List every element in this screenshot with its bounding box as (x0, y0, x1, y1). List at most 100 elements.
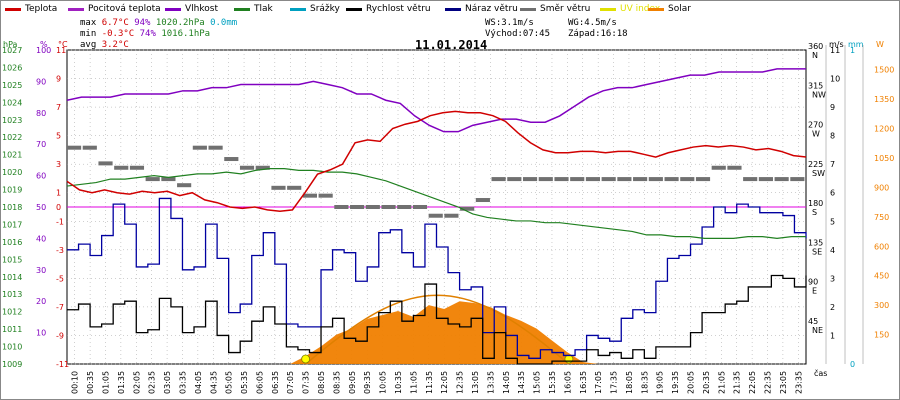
pressure-tick: 1026 (2, 63, 22, 72)
pressure-tick: 1014 (2, 273, 22, 282)
humidity-tick: 90 (36, 77, 46, 86)
x-tick-label: 14:35 (517, 371, 526, 394)
temperature-tick: 0 (56, 203, 61, 212)
pressure-tick: 1009 (2, 360, 22, 369)
pressure-tick: 1010 (2, 343, 22, 352)
stats-max-row: max 6.7°C 94% 1020.2hPa 0.0mm (80, 18, 237, 28)
solar-tick: 900 (874, 183, 889, 192)
wind-dir-tick: 45 (808, 317, 818, 326)
legend-swatch (445, 7, 461, 11)
x-tick-label: 06:35 (271, 371, 280, 394)
gust-series (67, 197, 807, 359)
min-pressure: 1016.1hPa (161, 29, 211, 39)
wind-speed-tick: 8 (830, 132, 835, 141)
x-tick-label: 07:05 (286, 371, 295, 394)
pressure-tick: 1018 (2, 203, 22, 212)
humidity-tick: 100 (36, 46, 51, 55)
avg-label: avg (80, 40, 97, 50)
wind-dir-label: S (812, 208, 817, 217)
pressure-unit: hPa (3, 40, 18, 49)
x-tick-label: 18:35 (640, 371, 649, 394)
wind-unit: m/s (829, 40, 844, 49)
wind-speed-tick: 7 (830, 160, 835, 169)
x-tick-label: 05:35 (240, 371, 249, 394)
temperature-tick: -9 (56, 331, 64, 340)
pressure-tick: 1024 (2, 98, 22, 107)
pressure-tick: 1013 (2, 290, 22, 299)
pressure-tick: 1017 (2, 220, 22, 229)
rain-tick: 0 (850, 360, 855, 369)
legend-label: Teplota (25, 4, 58, 14)
humidity-tick: 60 (36, 172, 46, 181)
humidity-tick: 80 (36, 109, 46, 118)
solar-area (67, 301, 806, 364)
pressure-tick: 1022 (2, 133, 22, 142)
legend-item: UV index (600, 2, 660, 16)
x-tick-label: 00:10 (71, 371, 80, 394)
solar-tick: 1500 (874, 66, 894, 75)
x-tick-label: 23:05 (779, 371, 788, 394)
legend-swatch (346, 7, 362, 11)
x-tick-label: 21:05 (717, 371, 726, 394)
x-tick-label: 23:35 (794, 371, 803, 394)
x-tick-label: 10:35 (394, 371, 403, 394)
solar-theoretical-arc (305, 294, 570, 365)
solar-tick: 300 (874, 301, 889, 310)
temperature-tick: 7 (56, 103, 61, 112)
wind-dir-label: NE (812, 326, 823, 335)
pressure-tick: 1021 (2, 151, 22, 160)
temperature-unit: °C (58, 40, 68, 49)
x-tick-label: 02:35 (148, 371, 157, 394)
temperature-tick: -11 (56, 360, 69, 369)
pressure-series (66, 168, 806, 240)
pressure-tick: 1027 (2, 46, 22, 55)
sunrise-marker (301, 354, 311, 364)
legend-item: Pocitová teplota (68, 2, 161, 16)
solar-tick: 600 (874, 242, 889, 251)
x-tick-label: 04:05 (194, 371, 203, 394)
rain-tick: 1 (850, 46, 855, 55)
temperature-series (66, 110, 807, 213)
legend-label: Tlak (254, 4, 273, 14)
x-tick-label: 01:05 (101, 371, 110, 394)
x-tick-label: 02:05 (132, 371, 141, 394)
legend-item: Tlak (234, 2, 273, 16)
x-tick-label: 16:35 (579, 371, 588, 394)
x-tick-label: 03:35 (178, 371, 187, 394)
min-humidity: 74% (139, 29, 156, 39)
legend-label: Pocitová teplota (88, 4, 161, 14)
x-tick-label: 12:05 (440, 371, 449, 394)
humidity-tick: 50 (36, 203, 46, 212)
wind-dir-label: W (812, 130, 820, 139)
x-tick-label: 17:35 (610, 371, 619, 394)
legend-item: Teplota (5, 2, 57, 16)
legend-swatch (600, 7, 616, 11)
legend-swatch (520, 7, 536, 11)
legend-item: Směr větru (520, 2, 590, 16)
sunset-marker (564, 354, 574, 364)
temperature-tick: -5 (56, 274, 64, 283)
rain-unit: mm (848, 40, 864, 49)
legend-label: Směr větru (540, 4, 591, 14)
pressure-tick: 1015 (2, 255, 22, 264)
legend-swatch (5, 7, 21, 11)
x-tick-label: 19:05 (656, 371, 665, 394)
legend-label: Náraz větru (465, 4, 518, 14)
x-tick-label: 20:35 (702, 371, 711, 394)
x-tick-label: 18:05 (625, 371, 634, 394)
x-tick-label: 08:05 (317, 371, 326, 394)
wind-speed-tick: 10 (830, 75, 840, 84)
max-humidity: 94% (134, 18, 151, 28)
x-tick-label: 06:05 (255, 371, 264, 394)
legend-item: Srážky (290, 2, 340, 16)
temperature-tick: -3 (56, 246, 64, 255)
wind-speed-tick: 4 (830, 246, 835, 255)
max-pressure: 1020.2hPa (155, 18, 205, 28)
temperature-tick: 1 (56, 189, 61, 198)
wind-dir-label: E (812, 287, 817, 296)
wind-dir-label: N (812, 51, 818, 60)
max-rain: 0.0mm (210, 18, 238, 28)
stats-min-row: min -0.3°C 74% 1016.1hPa (80, 29, 210, 39)
x-tick-label: 17:05 (594, 371, 603, 394)
legend-label: Rychlost větru (366, 4, 431, 14)
